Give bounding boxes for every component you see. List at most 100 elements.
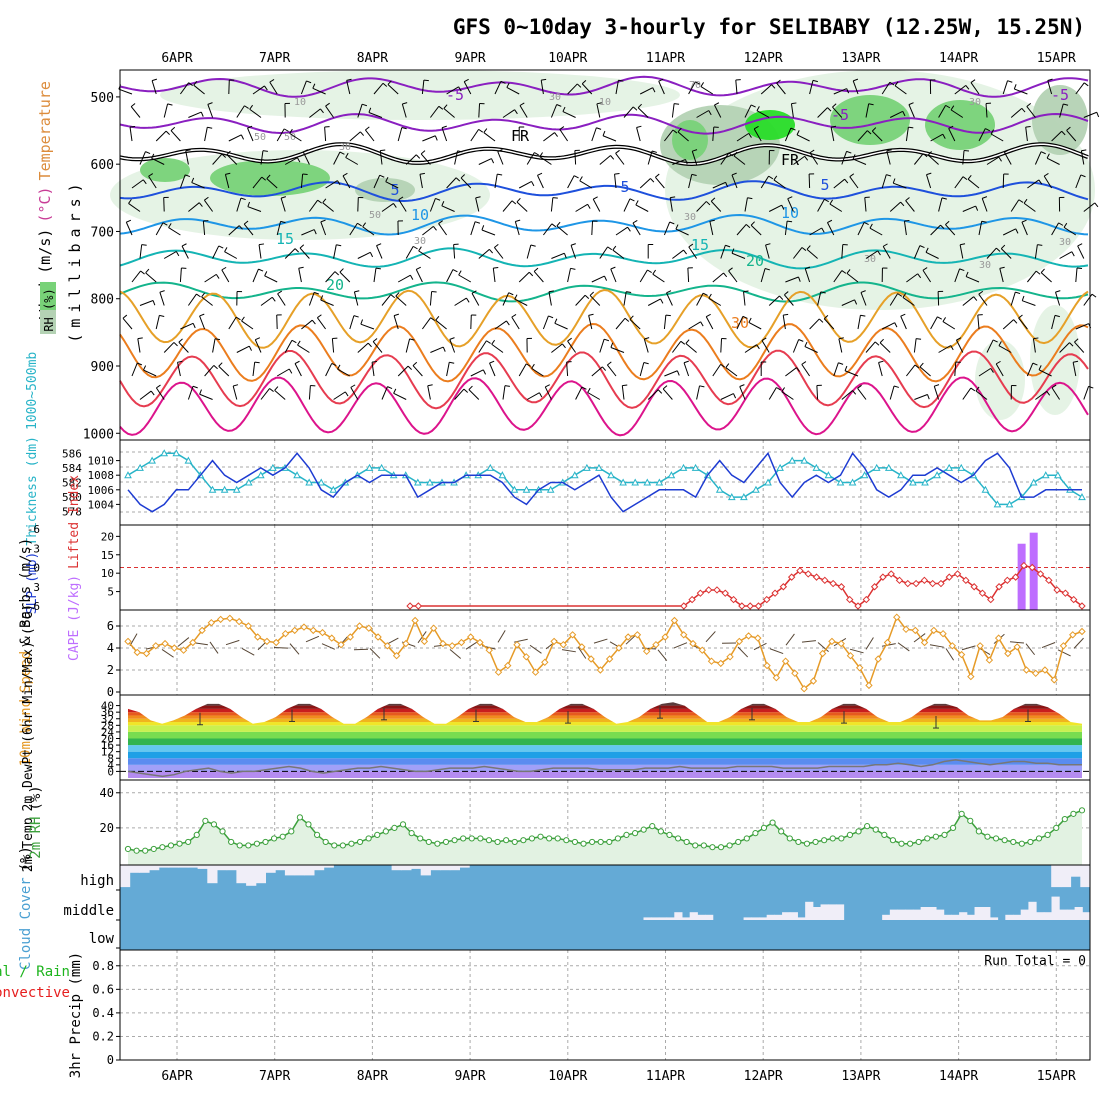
wind-barb: [373, 175, 381, 189]
wind-barb-flag: [844, 365, 848, 371]
wind-barb-flag: [960, 243, 966, 246]
wind-barb-flag: [626, 291, 632, 293]
cloud-middle-clear: [805, 901, 814, 920]
cloud-high-clear: [440, 865, 451, 871]
wind-barb-flag: [463, 78, 469, 83]
wind10m-speed-series-point: [800, 684, 808, 693]
wind-barb-flag: [831, 125, 837, 128]
thickness-tick-label: 578: [62, 506, 82, 519]
wind-barb-flag: [941, 197, 947, 200]
wind-barb: [468, 389, 480, 400]
cape-tick-label: 10: [101, 567, 114, 580]
wind-barb: [441, 205, 455, 212]
wind-barb: [1025, 127, 1028, 142]
wind-barb: [889, 201, 901, 212]
rh2m-series-point: [666, 831, 673, 839]
wind10m-speed-series-point: [207, 618, 216, 627]
wind-barb-flag: [395, 292, 400, 297]
wind-barb-flag: [779, 295, 784, 300]
wind-barb-flag: [514, 294, 518, 300]
wind-barb-flag: [680, 340, 686, 345]
wind-barb: [1047, 80, 1053, 95]
wind-barb: [905, 127, 909, 142]
rh2m-series-point: [503, 837, 510, 844]
rh-contour-label: 30: [864, 254, 876, 265]
wind-barb: [750, 224, 762, 236]
wind-barb: [342, 175, 351, 189]
thickness-series-point: [244, 478, 253, 486]
precip-panel-frame: [119, 949, 1091, 1061]
wind-barb-flag: [221, 266, 227, 271]
wind10m-speed-series-point: [355, 622, 364, 630]
wind-barb-flag: [683, 360, 689, 364]
wind-barb: [889, 293, 899, 306]
wind-barb-flag: [269, 388, 274, 392]
wind-barb: [784, 294, 794, 306]
cloud-middle-clear: [1043, 912, 1053, 920]
wind-barb: [691, 151, 698, 165]
wind-barb: [533, 271, 544, 283]
wind-barb: [297, 344, 310, 353]
wind-barb-flag: [728, 267, 733, 272]
wind-barb-flag: [1055, 290, 1061, 293]
wind-barb: [514, 221, 520, 236]
wind-barb-flag: [685, 159, 688, 165]
wind-barb: [639, 178, 651, 189]
wind-barb-flag: [336, 244, 342, 247]
rh2m-series-point: [528, 835, 536, 842]
wind-barb-flag: [610, 266, 616, 270]
wind-barb: [401, 103, 407, 118]
wind-barb-flag: [175, 251, 180, 257]
wind-barb-flag: [942, 317, 947, 322]
wind-barb: [475, 197, 480, 212]
wind-barb: [881, 322, 895, 330]
wind-barb: [942, 321, 956, 330]
thickness-series-point: [595, 463, 603, 471]
wind-barb: [1026, 106, 1036, 118]
cloud-high-clear: [420, 865, 431, 876]
wind-barb: [247, 206, 262, 212]
wind10m-speed-series-point: [466, 633, 475, 641]
wind-barb: [325, 271, 336, 283]
wind10m-speed-series-point: [485, 646, 493, 654]
cloud-high-clear: [246, 865, 257, 886]
wind10m-barb: [577, 646, 587, 659]
wind10m-speed-series-point: [661, 633, 669, 641]
lifted-index-series-point: [995, 583, 1003, 591]
wind-barb: [526, 152, 535, 165]
rh2m-series-point: [554, 835, 561, 842]
wind-barb-flag: [288, 368, 293, 374]
rh2m-area: [128, 810, 1082, 865]
wind-barb-flag: [199, 313, 205, 317]
wind-barb: [1046, 157, 1060, 165]
wind-barb: [337, 368, 351, 377]
wind-barb: [566, 361, 569, 377]
wind10m-speed-series-point: [828, 637, 836, 646]
thickness-series-point: [570, 471, 579, 479]
rh2m-series-point: [1001, 837, 1008, 844]
wind-barb: [204, 273, 217, 283]
wind-barb-flag: [474, 221, 481, 224]
wind-barb: [801, 364, 811, 377]
rh-contour-label: 30: [549, 92, 561, 103]
temp-color-band: [128, 715, 1082, 719]
wind-barb: [817, 291, 822, 306]
wind-barb-flag: [497, 173, 503, 176]
wind-barb: [756, 110, 770, 118]
cloud-high-clear: [178, 865, 189, 868]
lifted-index-series-point: [1061, 589, 1070, 597]
wind10m-tick-label: 0: [107, 685, 114, 699]
wind-barb: [187, 386, 194, 400]
wind10m-speed-series-point: [522, 653, 530, 661]
wind-barb: [346, 80, 351, 95]
wind10m-barb: [321, 643, 335, 650]
wind-barb-flag: [688, 243, 694, 248]
wind-barb: [1002, 319, 1014, 330]
wind-barb: [922, 269, 932, 283]
wind-barb-flag: [748, 133, 752, 138]
wind-barb: [662, 388, 673, 400]
lifted-index-series-point: [879, 573, 887, 581]
lifted-index-series-point: [746, 602, 754, 610]
isotherm-label: 10: [411, 206, 429, 224]
wind-barb: [592, 198, 601, 212]
